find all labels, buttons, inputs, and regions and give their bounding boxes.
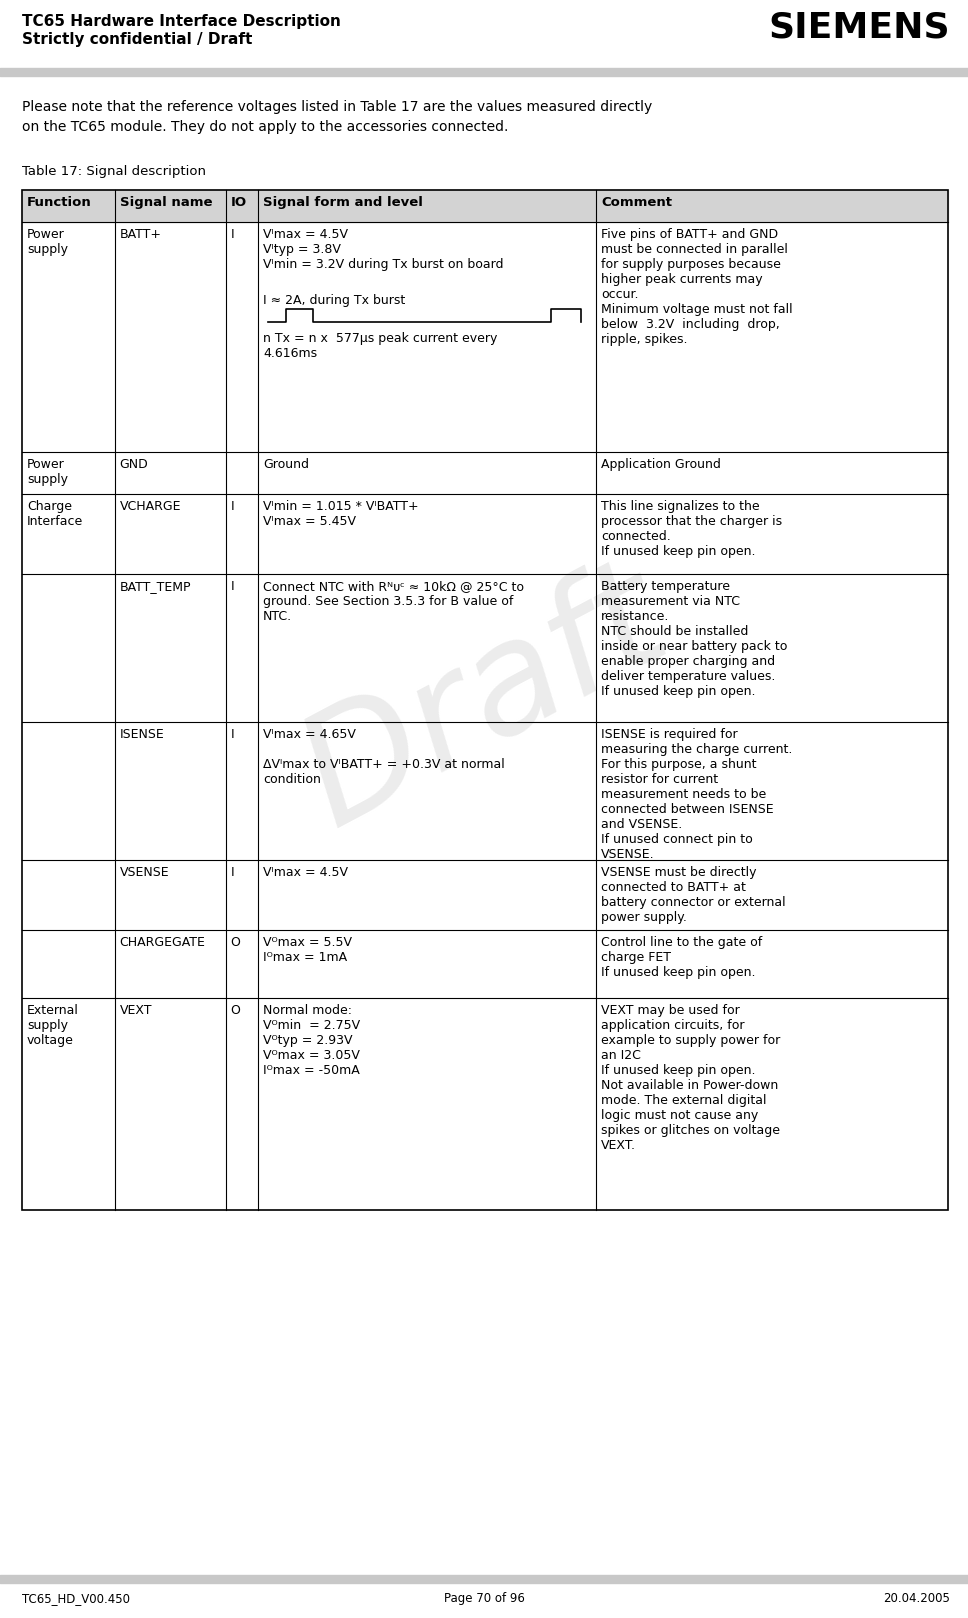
Text: Draft: Draft <box>279 544 691 858</box>
Text: Page 70 of 96: Page 70 of 96 <box>443 1592 525 1605</box>
Text: I: I <box>230 228 234 241</box>
Text: Battery temperature
measurement via NTC
resistance.
NTC should be installed
insi: Battery temperature measurement via NTC … <box>601 579 788 697</box>
Text: Normal mode:
Vᴼmin  = 2.75V
Vᴼtyp = 2.93V
Vᴼmax = 3.05V
Iᴼmax = -50mA: Normal mode: Vᴼmin = 2.75V Vᴼtyp = 2.93V… <box>263 1005 360 1078</box>
Text: VEXT: VEXT <box>120 1005 152 1018</box>
Text: I: I <box>230 866 234 879</box>
Text: Control line to the gate of
charge FET
If unused keep pin open.: Control line to the gate of charge FET I… <box>601 935 763 979</box>
Text: Five pins of BATT+ and GND
must be connected in parallel
for supply purposes bec: Five pins of BATT+ and GND must be conne… <box>601 228 793 346</box>
Text: I: I <box>230 500 234 513</box>
Text: IO: IO <box>230 196 247 209</box>
Text: Connect NTC with Rᴺᴜᶜ ≈ 10kΩ @ 25°C to
ground. See Section 3.5.3 for B value of
: Connect NTC with Rᴺᴜᶜ ≈ 10kΩ @ 25°C to g… <box>263 579 524 623</box>
Text: Power
supply: Power supply <box>27 228 68 256</box>
Text: External
supply
voltage: External supply voltage <box>27 1005 78 1047</box>
Text: TC65 Hardware Interface Description: TC65 Hardware Interface Description <box>22 15 341 29</box>
Text: I: I <box>230 728 234 741</box>
Text: This line signalizes to the
processor that the charger is
connected.
If unused k: This line signalizes to the processor th… <box>601 500 782 558</box>
Text: Please note that the reference voltages listed in Table 17 are the values measur: Please note that the reference voltages … <box>22 100 652 134</box>
Text: Vᴵmax = 4.5V
Vᴵtyp = 3.8V
Vᴵmin = 3.2V during Tx burst on board: Vᴵmax = 4.5V Vᴵtyp = 3.8V Vᴵmin = 3.2V d… <box>263 228 503 270</box>
Text: 20.04.2005: 20.04.2005 <box>883 1592 950 1605</box>
Text: CHARGEGATE: CHARGEGATE <box>120 935 205 950</box>
Text: VSENSE: VSENSE <box>120 866 169 879</box>
Text: Comment: Comment <box>601 196 672 209</box>
Text: VSENSE must be directly
connected to BATT+ at
battery connector or external
powe: VSENSE must be directly connected to BAT… <box>601 866 786 924</box>
Text: Vᴼmax = 5.5V
Iᴼmax = 1mA: Vᴼmax = 5.5V Iᴼmax = 1mA <box>263 935 352 964</box>
Text: TC65_HD_V00.450: TC65_HD_V00.450 <box>22 1592 130 1605</box>
Text: Strictly confidential / Draft: Strictly confidential / Draft <box>22 32 253 47</box>
Text: Vᴵmin = 1.015 * VᴵBATT+
Vᴵmax = 5.45V: Vᴵmin = 1.015 * VᴵBATT+ Vᴵmax = 5.45V <box>263 500 419 527</box>
Text: Signal form and level: Signal form and level <box>263 196 423 209</box>
Text: Function: Function <box>27 196 92 209</box>
Text: BATT+: BATT+ <box>120 228 162 241</box>
Text: Table 17: Signal description: Table 17: Signal description <box>22 165 206 178</box>
Bar <box>22 189 948 1210</box>
Text: VEXT may be used for
application circuits, for
example to supply power for
an I2: VEXT may be used for application circuit… <box>601 1005 780 1152</box>
Text: SIEMENS: SIEMENS <box>769 10 950 44</box>
Text: Power
supply: Power supply <box>27 458 68 485</box>
Text: ISENSE: ISENSE <box>120 728 165 741</box>
Text: Application Ground: Application Ground <box>601 458 721 471</box>
Text: I: I <box>230 579 234 594</box>
Text: Charge
Interface: Charge Interface <box>27 500 83 527</box>
Text: I ≈ 2A, during Tx burst: I ≈ 2A, during Tx burst <box>263 294 406 307</box>
Text: O: O <box>230 1005 241 1018</box>
Text: Signal name: Signal name <box>120 196 212 209</box>
Text: ISENSE is required for
measuring the charge current.
For this purpose, a shunt
r: ISENSE is required for measuring the cha… <box>601 728 793 861</box>
Text: O: O <box>230 935 241 950</box>
Text: Vᴵmax = 4.5V: Vᴵmax = 4.5V <box>263 866 348 879</box>
Text: GND: GND <box>120 458 148 471</box>
Text: Vᴵmax = 4.65V

ΔVᴵmax to VᴵBATT+ = +0.3V at normal
condition: Vᴵmax = 4.65V ΔVᴵmax to VᴵBATT+ = +0.3V … <box>263 728 505 786</box>
Text: BATT_TEMP: BATT_TEMP <box>120 579 191 594</box>
Text: Ground: Ground <box>263 458 309 471</box>
Text: VCHARGE: VCHARGE <box>120 500 181 513</box>
Text: n Tx = n x  577µs peak current every
4.616ms: n Tx = n x 577µs peak current every 4.61… <box>263 332 498 359</box>
